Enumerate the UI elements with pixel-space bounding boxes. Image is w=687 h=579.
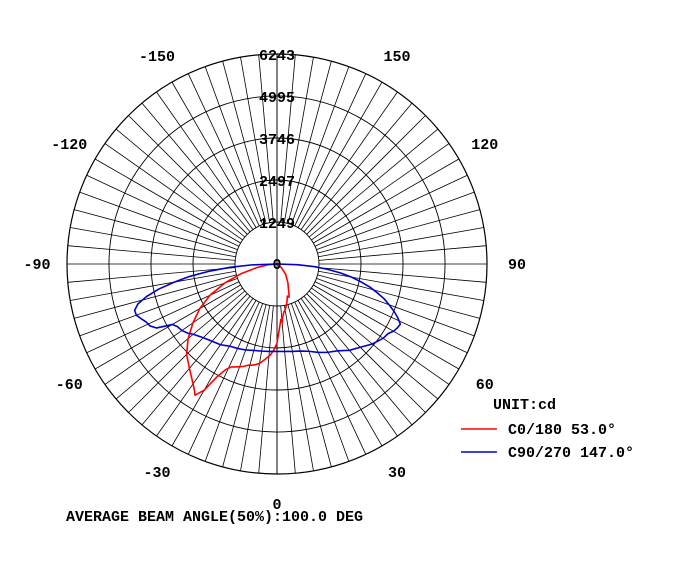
- series-line-0: [185, 263, 290, 397]
- series-layer: [133, 263, 402, 397]
- radial-tick-labels: 1249 2497 3746 4995 6243 0: [259, 48, 295, 274]
- angle-tick-label: 150: [383, 49, 410, 66]
- angle-tick-label: 0: [272, 497, 281, 514]
- radial-tick-label: 6243: [259, 48, 295, 65]
- center-label: 0: [272, 257, 281, 274]
- legend: UNIT:cd C0/180 53.0° C90/270 147.0°: [461, 397, 634, 462]
- angle-tick-label: -60: [56, 377, 83, 394]
- angle-tick-label: 90: [508, 257, 526, 274]
- legend-entry-c90-270: C90/270 147.0°: [508, 445, 634, 462]
- radial-tick-label: 2497: [259, 174, 295, 191]
- polar-grid: [66, 53, 488, 475]
- angle-tick-label: -120: [51, 137, 87, 154]
- angle-tick-label: -30: [143, 465, 170, 482]
- radial-tick-label: 3746: [259, 132, 295, 149]
- angle-tick-labels: 0 30 60 90 120 150 -30 -60 -90 -120 -150: [23, 49, 526, 514]
- angle-tick-label: 30: [388, 465, 406, 482]
- series-line-1: [133, 263, 402, 354]
- radial-tick-label: 1249: [259, 216, 295, 233]
- angle-tick-label: 120: [471, 137, 498, 154]
- legend-entry-c0-180: C0/180 53.0°: [508, 422, 616, 439]
- angle-tick-label: 60: [476, 377, 494, 394]
- radial-tick-label: 4995: [259, 90, 295, 107]
- footer-beam-angle: AVERAGE BEAM ANGLE(50%):100.0 DEG: [66, 509, 363, 526]
- unit-label: UNIT:cd: [493, 397, 556, 414]
- angle-tick-label: -90: [23, 257, 50, 274]
- angle-tick-label: -150: [139, 49, 175, 66]
